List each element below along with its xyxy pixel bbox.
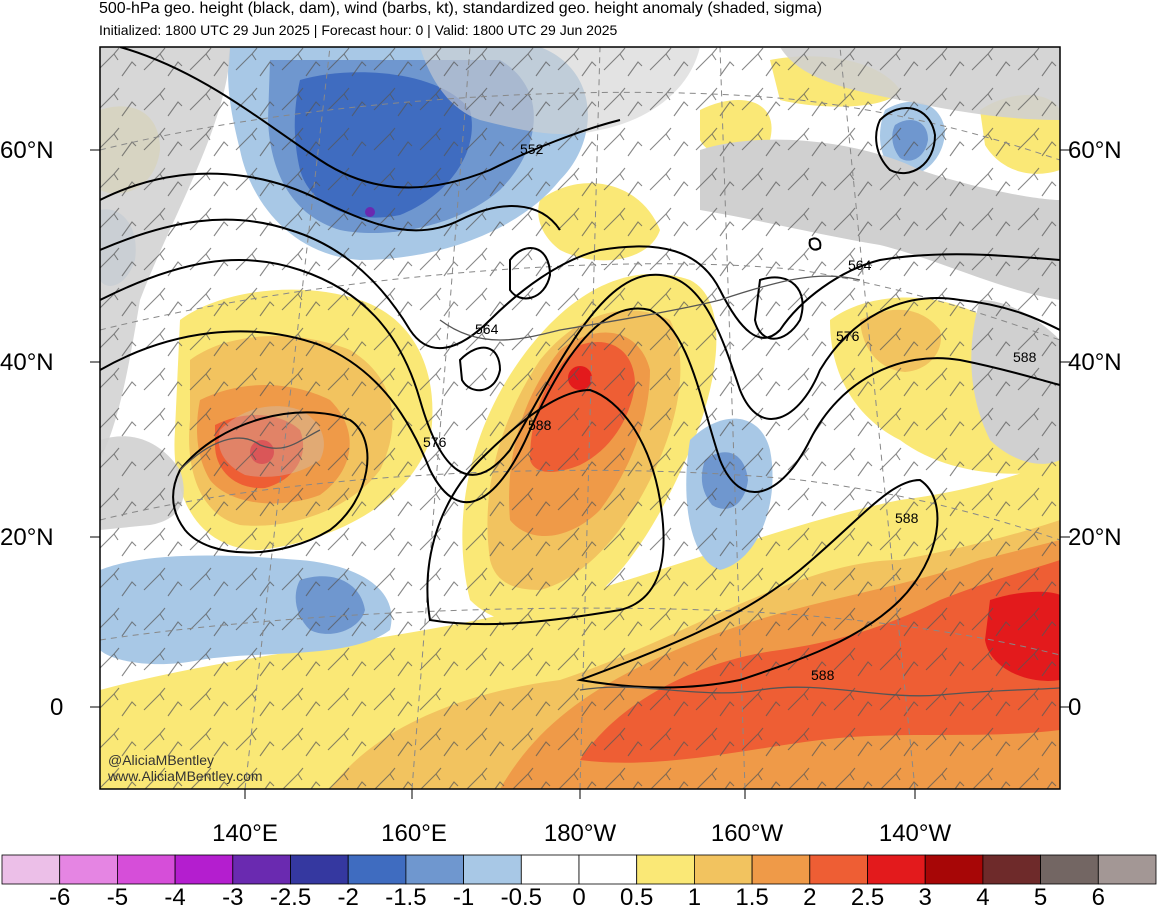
colorbar-swatch <box>117 854 176 885</box>
colorbar-swatch <box>59 854 118 885</box>
lat-label-40n-right: 40°N <box>1068 349 1122 376</box>
colorbar-swatch <box>347 854 407 885</box>
lat-label-40n-left: 40°N <box>0 349 54 376</box>
lon-label-140e: 140°E <box>212 820 278 847</box>
lon-label-140w: 140°W <box>878 820 952 847</box>
tick-marks <box>90 149 1070 799</box>
colorbar-tick-label: 3 <box>918 884 932 911</box>
colorbar-tick-label: 1.5 <box>735 884 769 911</box>
contour-label-588-east: 588 <box>895 510 919 526</box>
colorbar-tick-label: 6 <box>1091 884 1105 911</box>
contour-label-564-east: 564 <box>848 257 872 273</box>
lon-label-160w: 160°W <box>710 820 784 847</box>
colorbar-swatch <box>405 854 464 885</box>
colorbar-swatch <box>578 854 638 885</box>
colorbar-tick-label: -4 <box>164 884 186 911</box>
colorbar <box>1 854 1157 885</box>
lat-label-20n-right: 20°N <box>1068 524 1122 551</box>
graticule <box>100 47 1060 789</box>
contour-labels: 552 564 564 576 576 588 588 588 588 <box>423 141 1037 683</box>
colorbar-swatch <box>1040 854 1099 885</box>
colorbar-tick-label: 0 <box>572 884 586 911</box>
contour-label-552: 552 <box>520 141 544 157</box>
lon-label-180w: 180°W <box>543 820 617 847</box>
colorbar-tick-label: -6 <box>49 884 71 911</box>
colorbar-tick-label: 2 <box>803 884 817 911</box>
contour-label-588-south: 588 <box>811 667 835 683</box>
lat-label-60n-right: 60°N <box>1068 137 1122 164</box>
colorbar-swatch <box>520 854 580 885</box>
contour-label-576-east: 576 <box>836 328 860 344</box>
colorbar-swatch <box>1097 854 1157 885</box>
colorbar-swatch <box>751 854 811 885</box>
lon-label-160e: 160°E <box>381 820 447 847</box>
watermark-site: www.AliciaMBentley.com <box>108 768 263 784</box>
colorbar-swatch <box>982 854 1042 885</box>
colorbar-tick-label: -0.5 <box>500 884 542 911</box>
colorbar-tick-label: -3 <box>222 884 244 911</box>
colorbar-swatch <box>694 854 753 885</box>
colorbar-swatch <box>636 854 695 885</box>
colorbar-swatch <box>924 854 984 885</box>
lat-label-eq-right: 0 <box>1068 694 1082 721</box>
colorbar-tick-label: -1.5 <box>385 884 427 911</box>
lat-label-20n-left: 20°N <box>0 524 54 551</box>
height-contours <box>100 47 1060 689</box>
contour-label-576-west: 576 <box>423 434 447 450</box>
colorbar-tick-label: -5 <box>106 884 129 911</box>
colorbar-tick-label: 5 <box>1033 884 1048 911</box>
colorbar-tick-label: 4 <box>976 884 990 911</box>
colorbar-tick-label: -2.5 <box>269 884 312 911</box>
colorbar-swatch <box>809 854 868 885</box>
watermark-handle: @AliciaMBentley <box>108 752 215 768</box>
colorbar-tick-label: 1 <box>687 884 702 911</box>
colorbar-swatch <box>867 854 926 885</box>
colorbar-tick-label: 2.5 <box>850 884 885 911</box>
lat-label-60n-left: 60°N <box>0 137 54 164</box>
colorbar-tick-label: -1 <box>452 884 475 911</box>
colorbar-swatch <box>463 854 522 885</box>
colorbar-tick-label: 0.5 <box>620 884 654 911</box>
colorbar-tick-label: -2 <box>337 884 359 911</box>
coastlines <box>179 275 1060 697</box>
map-title: 500-hPa geo. height (black, dam), wind (… <box>99 0 823 17</box>
lat-label-eq-left: 0 <box>50 694 64 721</box>
contour-label-588-northeast: 588 <box>1013 349 1037 365</box>
colorbar-swatch <box>232 854 291 885</box>
wind-barbs <box>100 47 1060 789</box>
colorbar-swatch <box>290 854 349 885</box>
map-subtitle: Initialized: 1800 UTC 29 Jun 2025 | Fore… <box>99 22 618 38</box>
contour-label-564-west: 564 <box>475 321 499 337</box>
contour-label-588-central: 588 <box>528 417 552 433</box>
colorbar-swatch <box>174 854 234 885</box>
colorbar-swatch <box>1 854 61 885</box>
